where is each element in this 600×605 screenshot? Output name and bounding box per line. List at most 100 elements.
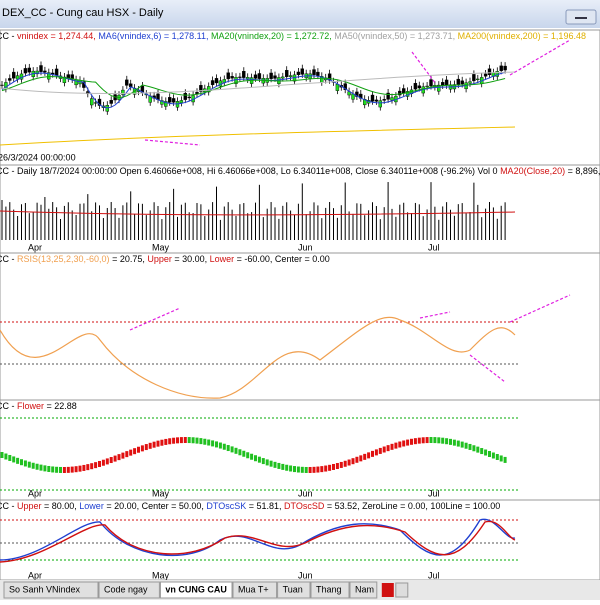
- flower-bar: [437, 437, 441, 444]
- flower-bar: [66, 466, 70, 473]
- flower-bar: [148, 442, 152, 449]
- tab[interactable]: [159, 581, 233, 599]
- flower-bar: [51, 466, 55, 473]
- flower-bar: [191, 437, 195, 444]
- panel-header: CC - Daily 18/7/2024 00:00:00 Open 6.460…: [0, 166, 600, 176]
- candle: [0, 84, 4, 86]
- x-axis-label: Jul: [428, 488, 440, 498]
- flower-bar: [390, 443, 394, 450]
- candle: [187, 96, 191, 99]
- flower-bar: [460, 441, 464, 448]
- flower-bar: [164, 438, 168, 445]
- flower-bar: [203, 438, 207, 445]
- candle: [355, 91, 359, 97]
- date-label: 26/3/2024 00:00:00: [0, 152, 76, 162]
- candle: [242, 71, 246, 78]
- flower-bar: [382, 446, 386, 453]
- flower-bar: [335, 463, 339, 470]
- flower-bar: [328, 464, 332, 471]
- flower-bar: [70, 466, 74, 473]
- tab[interactable]: [349, 581, 378, 599]
- flower-bar: [23, 460, 27, 467]
- dtosc-sd: [0, 520, 516, 563]
- flower-bar: [277, 462, 281, 469]
- flower-bar: [257, 456, 261, 463]
- tab[interactable]: [310, 581, 350, 599]
- candle: [499, 65, 503, 71]
- flower-bar: [43, 465, 47, 472]
- flower-bar: [109, 457, 113, 464]
- header-segment: Lower: [210, 254, 235, 264]
- tab[interactable]: [232, 581, 278, 599]
- tab-label: Thang: [316, 584, 342, 594]
- candle: [109, 100, 113, 104]
- x-axis-label: Jun: [298, 488, 313, 498]
- flower-bar: [246, 452, 250, 459]
- header-segment: RSIS(13,25,2,30,-60,0): [17, 254, 110, 264]
- tab-label: Mua T+: [238, 584, 269, 594]
- flower-bar: [35, 463, 39, 470]
- annotation-arrow: [469, 354, 506, 383]
- header-segment: = 30.00,: [172, 254, 210, 264]
- candle: [199, 85, 203, 92]
- header-segment: DTOscSK: [206, 501, 246, 511]
- flower-bar: [332, 463, 335, 470]
- flower-bar: [386, 445, 390, 452]
- candle: [179, 100, 184, 104]
- candle: [210, 80, 215, 86]
- header-segment: MA50(vnindex,50) = 1,273.71,: [334, 31, 457, 41]
- header-segment: = 22.88: [44, 401, 77, 411]
- candle: [487, 68, 492, 75]
- flower-bar: [417, 437, 421, 444]
- flower-bar: [226, 445, 230, 452]
- candle: [472, 74, 476, 82]
- flower-bar: [265, 459, 269, 466]
- flower-bar: [152, 441, 156, 448]
- candle: [183, 93, 188, 100]
- tab[interactable]: [3, 581, 99, 599]
- candle: [444, 79, 449, 86]
- tab[interactable]: [98, 581, 160, 599]
- flower-bar: [261, 458, 265, 465]
- flower-bar: [273, 461, 277, 468]
- flower-bar: [343, 460, 347, 467]
- flower-bar: [187, 437, 191, 444]
- tab[interactable]: [277, 581, 311, 599]
- flower-bar: [195, 437, 199, 444]
- flower-bar: [105, 458, 109, 465]
- tab-nav-button[interactable]: [395, 582, 409, 598]
- flower-bar: [281, 463, 285, 470]
- flower-bar: [367, 452, 371, 459]
- flower-bar: [480, 448, 484, 455]
- flower-bar: [62, 466, 66, 473]
- x-axis-label: Apr: [28, 242, 42, 252]
- header-segment: DTOscSD: [284, 501, 325, 511]
- dtosc-sk: [0, 518, 516, 561]
- volume-ma: [0, 210, 516, 216]
- candle: [70, 74, 74, 80]
- tab-label: Code ngay: [104, 584, 148, 594]
- flower-bar: [199, 438, 203, 445]
- candle: [238, 76, 242, 78]
- panel-header: CC - RSIS(13,25,2,30,-60,0) = 20.75, Upp…: [0, 254, 330, 264]
- candle: [316, 71, 320, 76]
- flower-bar: [156, 440, 160, 447]
- candle: [417, 85, 421, 89]
- flower-bar: [144, 444, 148, 451]
- tab-nav-button[interactable]: [381, 583, 394, 597]
- flower-bar: [86, 464, 90, 471]
- flower-bar: [374, 449, 378, 456]
- title-bar: [0, 0, 600, 28]
- flower-bar: [476, 446, 480, 453]
- flower-bar: [468, 443, 472, 450]
- candle: [269, 72, 273, 79]
- header-segment: CC -: [0, 501, 17, 511]
- candle: [226, 72, 230, 80]
- flower-bar: [363, 453, 367, 460]
- flower-bar: [121, 452, 125, 459]
- candle: [89, 98, 94, 106]
- flower-bar: [421, 437, 425, 444]
- flower-bar: [304, 466, 308, 473]
- flower-bar: [250, 453, 254, 460]
